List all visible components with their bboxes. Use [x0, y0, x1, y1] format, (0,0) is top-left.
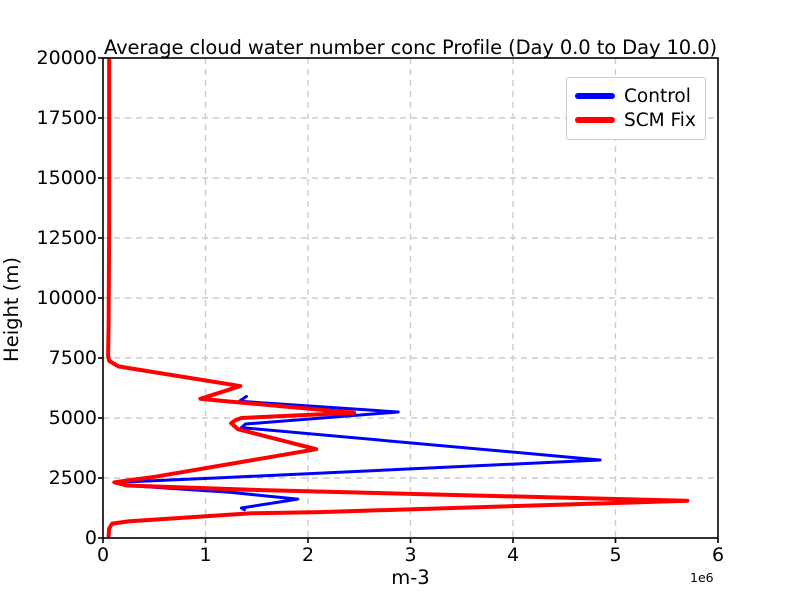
y-tick-label: 7500 [48, 347, 97, 369]
legend-swatch-control [575, 93, 615, 99]
x-tick-label: 3 [404, 544, 417, 566]
y-tick-label: 20000 [36, 47, 97, 69]
x-tick-label: 5 [609, 544, 622, 566]
chart-title: Average cloud water number conc Profile … [103, 36, 718, 59]
y-tick-label: 12500 [36, 227, 97, 249]
x-axis-exponent-label: 1e6 [690, 570, 714, 585]
y-tick-label: 15000 [36, 167, 97, 189]
y-tick-label: 10000 [36, 287, 97, 309]
y-tick-label: 2500 [48, 467, 97, 489]
y-tick-label: 5000 [48, 407, 97, 429]
x-tick-label: 0 [96, 544, 110, 566]
x-tick-label: 4 [506, 544, 520, 566]
legend-label-scm-fix: SCM Fix [624, 109, 696, 131]
x-axis-label: m-3 [391, 566, 430, 589]
legend-item-control[interactable]: Control [575, 84, 697, 108]
legend-item-scm-fix[interactable]: SCM Fix [575, 108, 697, 132]
data-series-group [106, 58, 690, 538]
y-tick-label: 17500 [36, 107, 97, 129]
legend-label-control: Control [624, 85, 691, 107]
y-tick-label: 0 [84, 527, 97, 549]
x-tick-label: 6 [711, 544, 725, 566]
x-tick-label: 2 [301, 544, 315, 566]
series-line-control [113, 394, 602, 512]
chart-legend: Control SCM Fix [566, 77, 706, 140]
series-line-scm-fix [106, 58, 690, 538]
x-tick-label: 1 [199, 544, 212, 566]
tick-marks [98, 57, 719, 543]
legend-swatch-scm-fix [575, 117, 615, 123]
